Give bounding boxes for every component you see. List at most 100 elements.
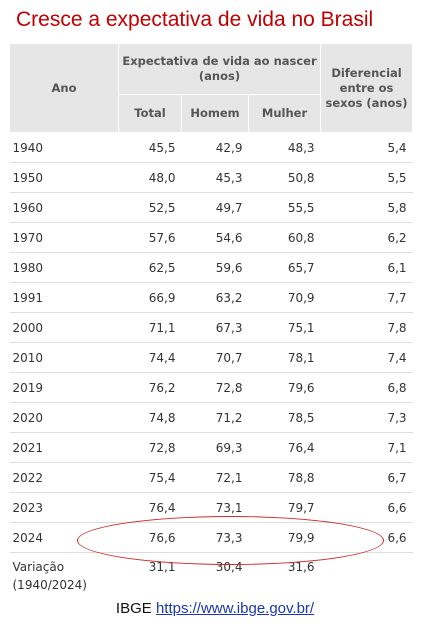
cell-diferencial: 7,7 (320, 282, 413, 313)
table-row: 1950 48,0 45,3 50,8 5,5 (9, 162, 413, 193)
table-row: 1970 57,6 54,6 60,8 6,2 (9, 222, 413, 253)
cell-ano: 1960 (9, 192, 119, 223)
table-row: 2000 71,1 67,3 75,1 7,8 (9, 312, 413, 343)
cell-ano: 2000 (9, 312, 119, 343)
cell-diferencial: 6,1 (320, 252, 413, 283)
cell-ano: 2010 (9, 342, 119, 373)
cell-total: 71,1 (118, 312, 182, 343)
cell-diferencial: 6,6 (320, 522, 413, 553)
table-row: 2023 76,4 73,1 79,7 6,6 (9, 492, 413, 523)
variation-row: Variação (1940/2024) 31,1 30,4 31,6 (10, 553, 413, 601)
cell-homem: 45,3 (181, 162, 249, 193)
cell-total: 57,6 (118, 222, 182, 253)
cell-homem: 70,7 (181, 342, 249, 373)
table-body: 1940 45,5 42,9 48,3 5,4 1950 48,0 45,3 50,8 5,5 19… (9, 132, 413, 601)
cell-ano: 1991 (9, 282, 119, 313)
cell-ano: 2019 (9, 372, 119, 403)
cell-total: 45,5 (118, 132, 182, 163)
cell-mulher: 60,8 (248, 222, 321, 253)
cell-diferencial: 7,4 (320, 342, 413, 373)
cell-homem: 72,1 (181, 462, 249, 493)
cell-homem: 69,3 (181, 432, 249, 463)
cell-diferencial: 6,2 (320, 222, 413, 253)
cell-diferencial: 6,6 (320, 492, 413, 523)
cell-ano: 1940 (9, 132, 119, 163)
source-link[interactable]: https://www.ibge.gov.br/ (155, 600, 315, 617)
cell-total: 62,5 (118, 252, 182, 283)
cell-mulher: 78,5 (248, 402, 321, 433)
cell-diferencial: 5,8 (320, 192, 413, 223)
table-row: 2019 76,2 72,8 79,6 6,8 (9, 372, 413, 403)
cell-homem: 73,1 (181, 492, 249, 523)
variation-total: 31,1 (148, 560, 176, 574)
cell-diferencial: 7,3 (320, 402, 413, 433)
cell-total: 74,4 (118, 342, 182, 373)
source-prefix: IBGE (115, 600, 152, 617)
cell-ano: 2023 (9, 492, 119, 523)
cell-diferencial: 5,4 (320, 132, 413, 163)
cell-total: 72,8 (118, 432, 182, 463)
cell-homem: 63,2 (181, 282, 249, 313)
cell-total: 75,4 (118, 462, 182, 493)
cell-mulher: 78,8 (248, 462, 321, 493)
table-row: 2021 72,8 69,3 76,4 7,1 (9, 432, 413, 463)
cell-diferencial: 6,8 (320, 372, 413, 403)
header-expectativa-group: Expectativa de vida ao nascer (anos) (117, 43, 322, 95)
cell-ano: 1980 (9, 252, 119, 283)
cell-mulher: 65,7 (248, 252, 321, 283)
table-row: 1980 62,5 59,6 65,7 6,1 (9, 252, 413, 283)
table-row: 1991 66,9 63,2 70,9 7,7 (9, 282, 413, 313)
cell-ano: 2020 (9, 402, 119, 433)
variation-label: Variação (1940/2024) (12, 560, 87, 592)
life-expectancy-table: Ano Expectativa de vida ao nascer (anos)… (9, 43, 414, 601)
header-diferencial: Diferencial entre os sexos (anos) (320, 43, 414, 133)
cell-mulher: 75,1 (248, 312, 321, 343)
cell-mulher: 70,9 (248, 282, 321, 313)
page-title: Cresce a expectativa de vida no Brasil (16, 8, 374, 31)
cell-homem: 73,3 (181, 522, 249, 553)
cell-total: 74,8 (118, 402, 182, 433)
table-row: 2024 76,6 73,3 79,9 6,6 (9, 522, 413, 553)
cell-ano: 1970 (9, 222, 119, 253)
table-row: 2022 75,4 72,1 78,8 6,7 (9, 462, 413, 493)
header-ano: Ano (9, 43, 119, 133)
cell-mulher: 76,4 (248, 432, 321, 463)
variation-diferencial (321, 553, 413, 601)
cell-diferencial: 7,1 (320, 432, 413, 463)
cell-mulher: 79,7 (248, 492, 321, 523)
cell-diferencial: 5,5 (320, 162, 413, 193)
table-row: 1960 52,5 49,7 55,5 5,8 (9, 192, 413, 223)
life-expectancy-table-container: Ano Expectativa de vida ao nascer (anos)… (9, 43, 414, 601)
table-row: 2020 74,8 71,2 78,5 7,3 (9, 402, 413, 433)
cell-homem: 42,9 (181, 132, 249, 163)
cell-ano: 2021 (9, 432, 119, 463)
table-row: 1940 45,5 42,9 48,3 5,4 (9, 132, 413, 163)
cell-mulher: 79,6 (248, 372, 321, 403)
cell-total: 76,4 (118, 492, 182, 523)
cell-homem: 59,6 (181, 252, 249, 283)
cell-total: 76,2 (118, 372, 182, 403)
cell-homem: 54,6 (181, 222, 249, 253)
cell-ano: 2022 (9, 462, 119, 493)
cell-total: 52,5 (118, 192, 182, 223)
cell-mulher: 79,9 (248, 522, 321, 553)
source-credit: IBGE https://www.ibge.gov.br/ (0, 600, 430, 617)
cell-homem: 72,8 (181, 372, 249, 403)
header-mulher: Mulher (247, 94, 322, 133)
table-row: 2010 74,4 70,7 78,1 7,4 (9, 342, 413, 373)
cell-total: 48,0 (118, 162, 182, 193)
cell-diferencial: 6,7 (320, 462, 413, 493)
variation-homem: 30,4 (215, 560, 243, 574)
cell-mulher: 78,1 (248, 342, 321, 373)
cell-homem: 67,3 (181, 312, 249, 343)
cell-ano: 2024 (9, 522, 119, 553)
cell-homem: 49,7 (181, 192, 249, 223)
cell-mulher: 48,3 (248, 132, 321, 163)
cell-diferencial: 7,8 (320, 312, 413, 343)
header-homem: Homem (181, 94, 249, 133)
variation-mulher: 31,6 (287, 560, 315, 574)
cell-homem: 71,2 (181, 402, 249, 433)
cell-total: 76,6 (118, 522, 182, 553)
cell-ano: 1950 (9, 162, 119, 193)
cell-total: 66,9 (118, 282, 182, 313)
